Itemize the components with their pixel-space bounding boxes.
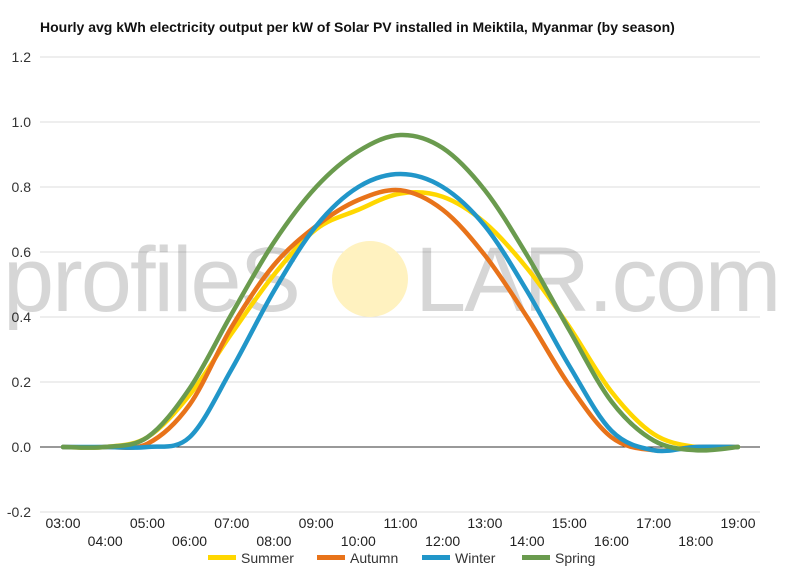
series-line-autumn [60, 187, 741, 453]
y-tick-label: -0.2 [7, 504, 31, 520]
x-tick-label: 11:00 [384, 515, 418, 531]
x-tick-label: 15:00 [552, 515, 587, 531]
x-tick-label: 05:00 [130, 515, 165, 531]
legend-swatch [317, 555, 345, 560]
chart-title: Hourly avg kWh electricity output per kW… [40, 19, 675, 35]
x-tick-label: 14:00 [510, 533, 545, 549]
watermark-text-right: LAR.com [415, 229, 779, 331]
legend-item-winter: Winter [422, 550, 496, 566]
y-tick-label: 0.0 [12, 439, 32, 455]
y-tick-label: 1.0 [12, 114, 32, 130]
legend-label: Autumn [350, 550, 398, 566]
x-tick-label: 12:00 [425, 533, 460, 549]
gridlines [40, 56, 760, 513]
legend-swatch [522, 555, 550, 560]
x-tick-label: 10:00 [341, 533, 376, 549]
y-axis-ticks: -0.2 0.0 0.2 0.4 0.6 0.8 1.0 1.2 [7, 49, 31, 520]
x-axis-ticks: 03:00 04:00 05:00 06:00 07:00 08:00 09:00 10:00… [45, 515, 755, 549]
x-tick-label: 08:00 [256, 533, 291, 549]
x-tick-label: 16:00 [594, 533, 629, 549]
x-tick-label: 13:00 [467, 515, 502, 531]
legend-item-autumn: Autumn [317, 550, 398, 566]
x-tick-label: 07:00 [214, 515, 249, 531]
y-tick-label: 0.6 [12, 244, 32, 260]
legend-item-spring: Spring [522, 550, 595, 566]
x-tick-label: 17:00 [636, 515, 671, 531]
series-line-spring [60, 132, 741, 453]
y-tick-label: 0.4 [12, 309, 32, 325]
y-tick-label: 0.8 [12, 179, 32, 195]
legend-label: Spring [555, 550, 595, 566]
y-tick-label: 1.2 [12, 49, 32, 65]
legend-label: Winter [455, 550, 496, 566]
series-lines [60, 132, 741, 454]
watermark-sun-icon [332, 241, 408, 317]
y-tick-label: 0.2 [12, 374, 32, 390]
legend-label: Summer [241, 550, 294, 566]
x-tick-label: 18:00 [678, 533, 713, 549]
legend: Summer Autumn Winter Spring [208, 550, 595, 566]
x-tick-label: 04:00 [88, 533, 123, 549]
watermark: profileS LAR.com [3, 229, 781, 331]
series-line-summer [60, 190, 741, 451]
legend-swatch [208, 555, 236, 560]
legend-item-summer: Summer [208, 550, 294, 566]
watermark-text-left: profileS [3, 229, 299, 331]
x-tick-label: 03:00 [45, 515, 80, 531]
series-line-winter [60, 171, 741, 454]
x-tick-label: 09:00 [299, 515, 334, 531]
x-tick-label: 19:00 [720, 515, 755, 531]
x-tick-label: 06:00 [172, 533, 207, 549]
legend-swatch [422, 555, 450, 560]
